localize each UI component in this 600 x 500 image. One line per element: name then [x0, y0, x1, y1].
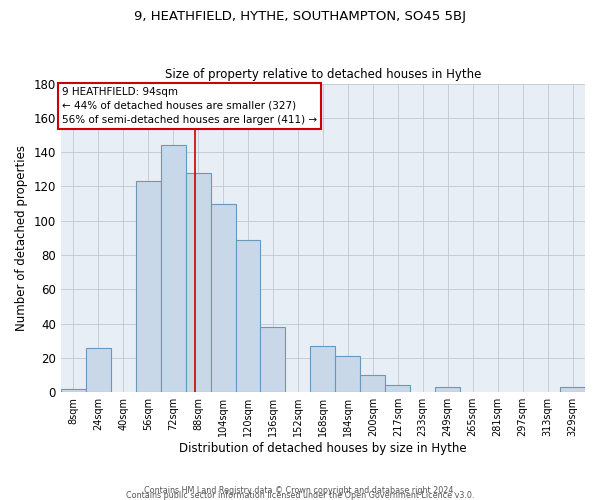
Bar [61, 389, 86, 392]
Bar [361, 375, 385, 392]
Bar [185, 172, 211, 392]
Bar [236, 240, 260, 392]
Bar [385, 386, 410, 392]
Bar [335, 356, 361, 392]
Bar [136, 182, 161, 392]
Title: Size of property relative to detached houses in Hythe: Size of property relative to detached ho… [165, 68, 481, 81]
Bar [211, 204, 236, 392]
Bar [86, 348, 111, 392]
Bar [560, 387, 585, 392]
Bar [161, 146, 185, 392]
Text: Contains public sector information licensed under the Open Government Licence v3: Contains public sector information licen… [126, 491, 474, 500]
Bar [435, 387, 460, 392]
Bar [310, 346, 335, 392]
Y-axis label: Number of detached properties: Number of detached properties [15, 145, 28, 331]
Text: Contains HM Land Registry data © Crown copyright and database right 2024.: Contains HM Land Registry data © Crown c… [144, 486, 456, 495]
Bar [260, 327, 286, 392]
X-axis label: Distribution of detached houses by size in Hythe: Distribution of detached houses by size … [179, 442, 467, 455]
Text: 9 HEATHFIELD: 94sqm
← 44% of detached houses are smaller (327)
56% of semi-detac: 9 HEATHFIELD: 94sqm ← 44% of detached ho… [62, 87, 317, 125]
Text: 9, HEATHFIELD, HYTHE, SOUTHAMPTON, SO45 5BJ: 9, HEATHFIELD, HYTHE, SOUTHAMPTON, SO45 … [134, 10, 466, 23]
